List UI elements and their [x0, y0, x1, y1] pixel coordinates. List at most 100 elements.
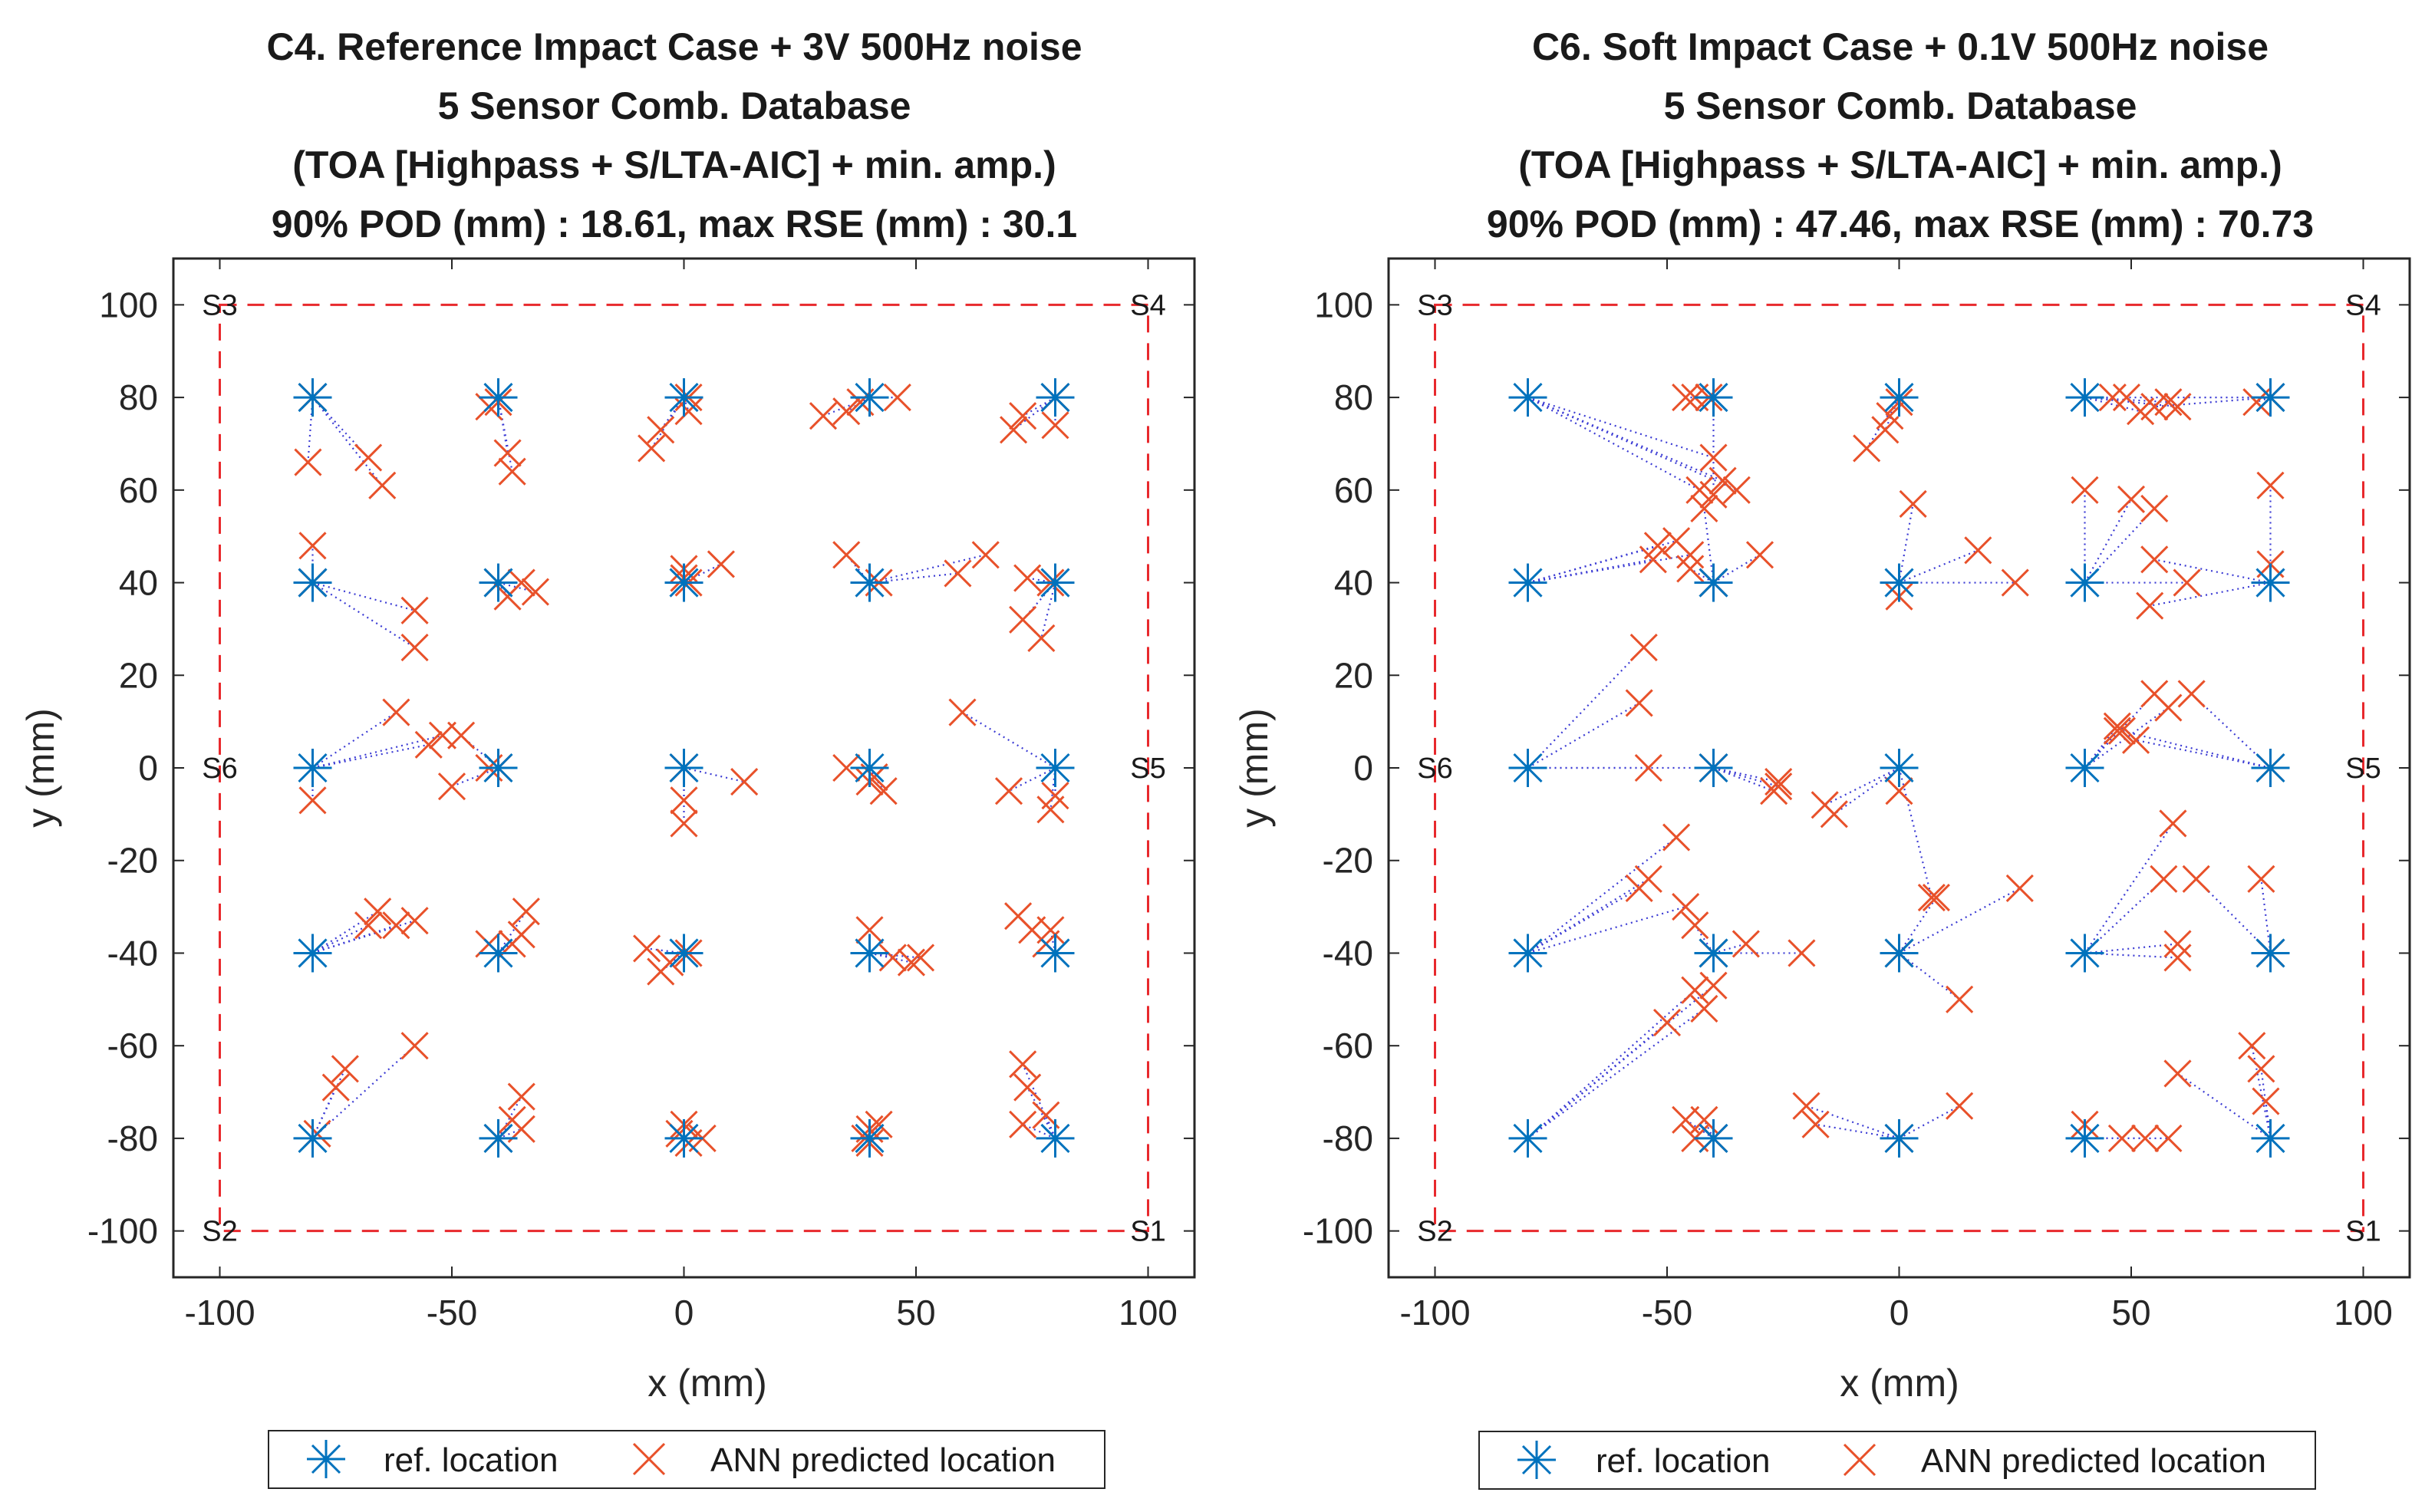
x-tick-label: -50	[1642, 1293, 1692, 1332]
reference-location-point	[1508, 378, 1547, 417]
predicted-location-point	[447, 721, 476, 749]
predicted-location-point	[1899, 489, 1927, 518]
predicted-location-point	[1917, 883, 1946, 912]
predicted-marker-stroke	[647, 957, 675, 986]
predicted-marker-stroke	[809, 402, 838, 430]
predicted-marker-stroke	[1885, 777, 1913, 805]
reference-location-point	[1508, 749, 1547, 787]
reference-location-point	[2251, 934, 2290, 973]
y-tick-label: -100	[87, 1211, 158, 1251]
reference-marker-stroke	[1513, 1123, 1543, 1153]
predicted-location-point	[2247, 865, 2275, 893]
prediction-error-line	[311, 581, 416, 648]
reference-marker-stroke	[1040, 938, 1070, 968]
predicted-marker-stroke	[2140, 393, 2169, 421]
predicted-marker-stroke	[507, 1082, 535, 1111]
predicted-marker-stroke	[364, 898, 392, 926]
predicted-location-point	[730, 768, 759, 796]
reference-location-point	[293, 563, 332, 602]
reference-marker-stroke	[669, 568, 699, 598]
reference-marker-stroke	[669, 938, 699, 968]
predicted-marker-stroke	[2112, 384, 2141, 412]
predicted-marker-stroke	[354, 443, 383, 472]
predicted-marker-stroke	[1625, 689, 1653, 717]
prediction-error-line	[1022, 397, 1056, 417]
predicted-marker-stroke	[1964, 536, 1992, 565]
prediction-error-line	[1527, 1022, 1668, 1139]
predicted-marker-stroke	[321, 1073, 350, 1102]
reference-location-point	[479, 934, 518, 973]
reference-marker-stroke	[2255, 568, 2285, 598]
y-tick-label: -20	[1323, 841, 1373, 881]
predicted-location-point	[1013, 1073, 1042, 1102]
chart-title-line: 5 Sensor Comb. Database	[1664, 84, 2137, 127]
predicted-location-point	[1672, 893, 1700, 921]
plot-area: -100 -50 0 50 100 -100 -80 -60 -40 -20 0 20 40 60 80 10…	[87, 259, 1194, 1332]
reference-marker-stroke	[669, 1123, 699, 1153]
predicted-location-point	[1041, 411, 1069, 440]
reference-location-point	[1508, 934, 1547, 973]
prediction-error-line	[2121, 730, 2271, 769]
reference-marker-stroke	[1513, 383, 1543, 413]
prediction-error-line	[1527, 984, 1715, 1139]
predicted-marker-stroke	[1672, 1105, 1700, 1134]
predicted-marker-stroke	[906, 944, 935, 972]
y-tick-label: 60	[119, 470, 158, 510]
predicted-location-point	[633, 934, 661, 963]
y-tick-label: 40	[1334, 563, 1373, 603]
predicted-location-point	[897, 948, 926, 977]
predicted-marker-stroke	[1629, 633, 1658, 662]
predicted-marker-stroke	[2163, 393, 2192, 421]
prediction-error-line	[1834, 767, 1900, 815]
y-tick-label: -80	[1323, 1118, 1373, 1158]
predicted-location-point	[1681, 911, 1709, 940]
predicted-location-point	[2071, 476, 2099, 504]
prediction-error-line	[1898, 887, 2021, 954]
predicted-location-point	[944, 559, 972, 588]
reference-location-point	[664, 1118, 703, 1158]
prediction-error-line	[1898, 897, 1937, 954]
predicted-marker-stroke	[1652, 1008, 1682, 1037]
predicted-location-point	[647, 957, 675, 986]
legend-label-ref: ref. location	[1596, 1442, 1770, 1480]
prediction-error-line	[1815, 1123, 1900, 1139]
prediction-error-line	[684, 766, 745, 783]
prediction-error-line	[1008, 767, 1056, 792]
x-tick-label: 100	[1119, 1293, 1178, 1332]
predicted-location-point	[2159, 809, 2187, 838]
reference-location-point	[293, 749, 332, 787]
predicted-location-point	[948, 698, 977, 726]
predicted-location-point	[832, 541, 861, 569]
reference-marker-stroke	[1513, 938, 1543, 968]
chart-title-line: 5 Sensor Comb. Database	[438, 84, 911, 127]
predicted-location-point	[2163, 930, 2192, 958]
reference-location-point	[2251, 563, 2290, 602]
reference-marker-stroke	[2255, 938, 2285, 968]
x-tick-label: -50	[427, 1293, 477, 1332]
predicted-location-point	[498, 457, 526, 486]
predicted-location-point	[2001, 568, 2029, 597]
predicted-marker-stroke	[1032, 1101, 1060, 1129]
sensor-label-s6: S6	[1417, 753, 1452, 785]
reference-marker-stroke	[298, 1123, 328, 1153]
prediction-error-line	[1527, 906, 1686, 954]
predicted-marker-stroke	[294, 448, 322, 476]
predicted-location-point	[1964, 536, 1992, 565]
reference-location-point	[1036, 563, 1075, 602]
y-tick-label: 20	[1334, 655, 1373, 695]
predicted-marker-stroke	[1732, 930, 1760, 958]
predicted-marker-stroke	[2131, 1124, 2160, 1152]
predicted-location-point	[2107, 716, 2136, 745]
predicted-location-point	[1722, 476, 1751, 504]
reference-marker-stroke	[855, 1123, 885, 1153]
predicted-location-point	[400, 633, 429, 662]
predicted-marker-stroke	[437, 772, 466, 801]
sensor-label-s4: S4	[2345, 289, 2381, 321]
predicted-location-point	[906, 944, 935, 972]
reference-location-point	[293, 934, 332, 973]
prediction-error-line	[1527, 397, 1738, 491]
reference-location-point	[479, 563, 518, 602]
predicted-location-point	[670, 809, 698, 838]
reference-marker-stroke	[483, 753, 513, 783]
predicted-location-point	[2163, 1059, 2192, 1088]
